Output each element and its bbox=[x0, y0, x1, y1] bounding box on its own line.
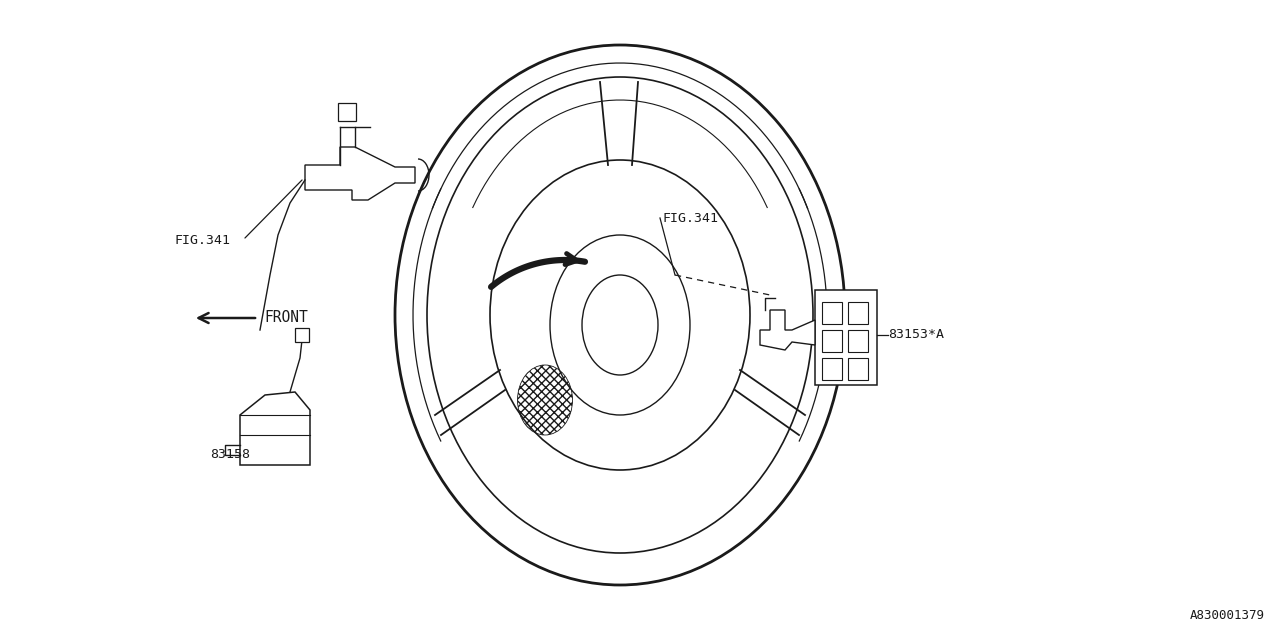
Text: A830001379: A830001379 bbox=[1190, 609, 1265, 622]
Text: 83153*A: 83153*A bbox=[888, 328, 945, 342]
Text: FRONT: FRONT bbox=[264, 310, 307, 326]
FancyBboxPatch shape bbox=[822, 330, 842, 352]
Polygon shape bbox=[241, 392, 310, 465]
Text: FIG.341: FIG.341 bbox=[175, 234, 230, 246]
Ellipse shape bbox=[550, 235, 690, 415]
Ellipse shape bbox=[582, 275, 658, 375]
FancyBboxPatch shape bbox=[822, 302, 842, 324]
FancyBboxPatch shape bbox=[815, 290, 877, 385]
Ellipse shape bbox=[428, 77, 813, 553]
FancyBboxPatch shape bbox=[849, 302, 868, 324]
FancyBboxPatch shape bbox=[822, 358, 842, 380]
FancyBboxPatch shape bbox=[849, 330, 868, 352]
Text: FIG.341: FIG.341 bbox=[662, 211, 718, 225]
Text: 83158: 83158 bbox=[210, 449, 250, 461]
Polygon shape bbox=[305, 147, 415, 200]
FancyBboxPatch shape bbox=[294, 328, 308, 342]
Polygon shape bbox=[760, 310, 815, 350]
FancyBboxPatch shape bbox=[849, 358, 868, 380]
Ellipse shape bbox=[396, 45, 845, 585]
FancyBboxPatch shape bbox=[338, 103, 356, 121]
Ellipse shape bbox=[490, 160, 750, 470]
